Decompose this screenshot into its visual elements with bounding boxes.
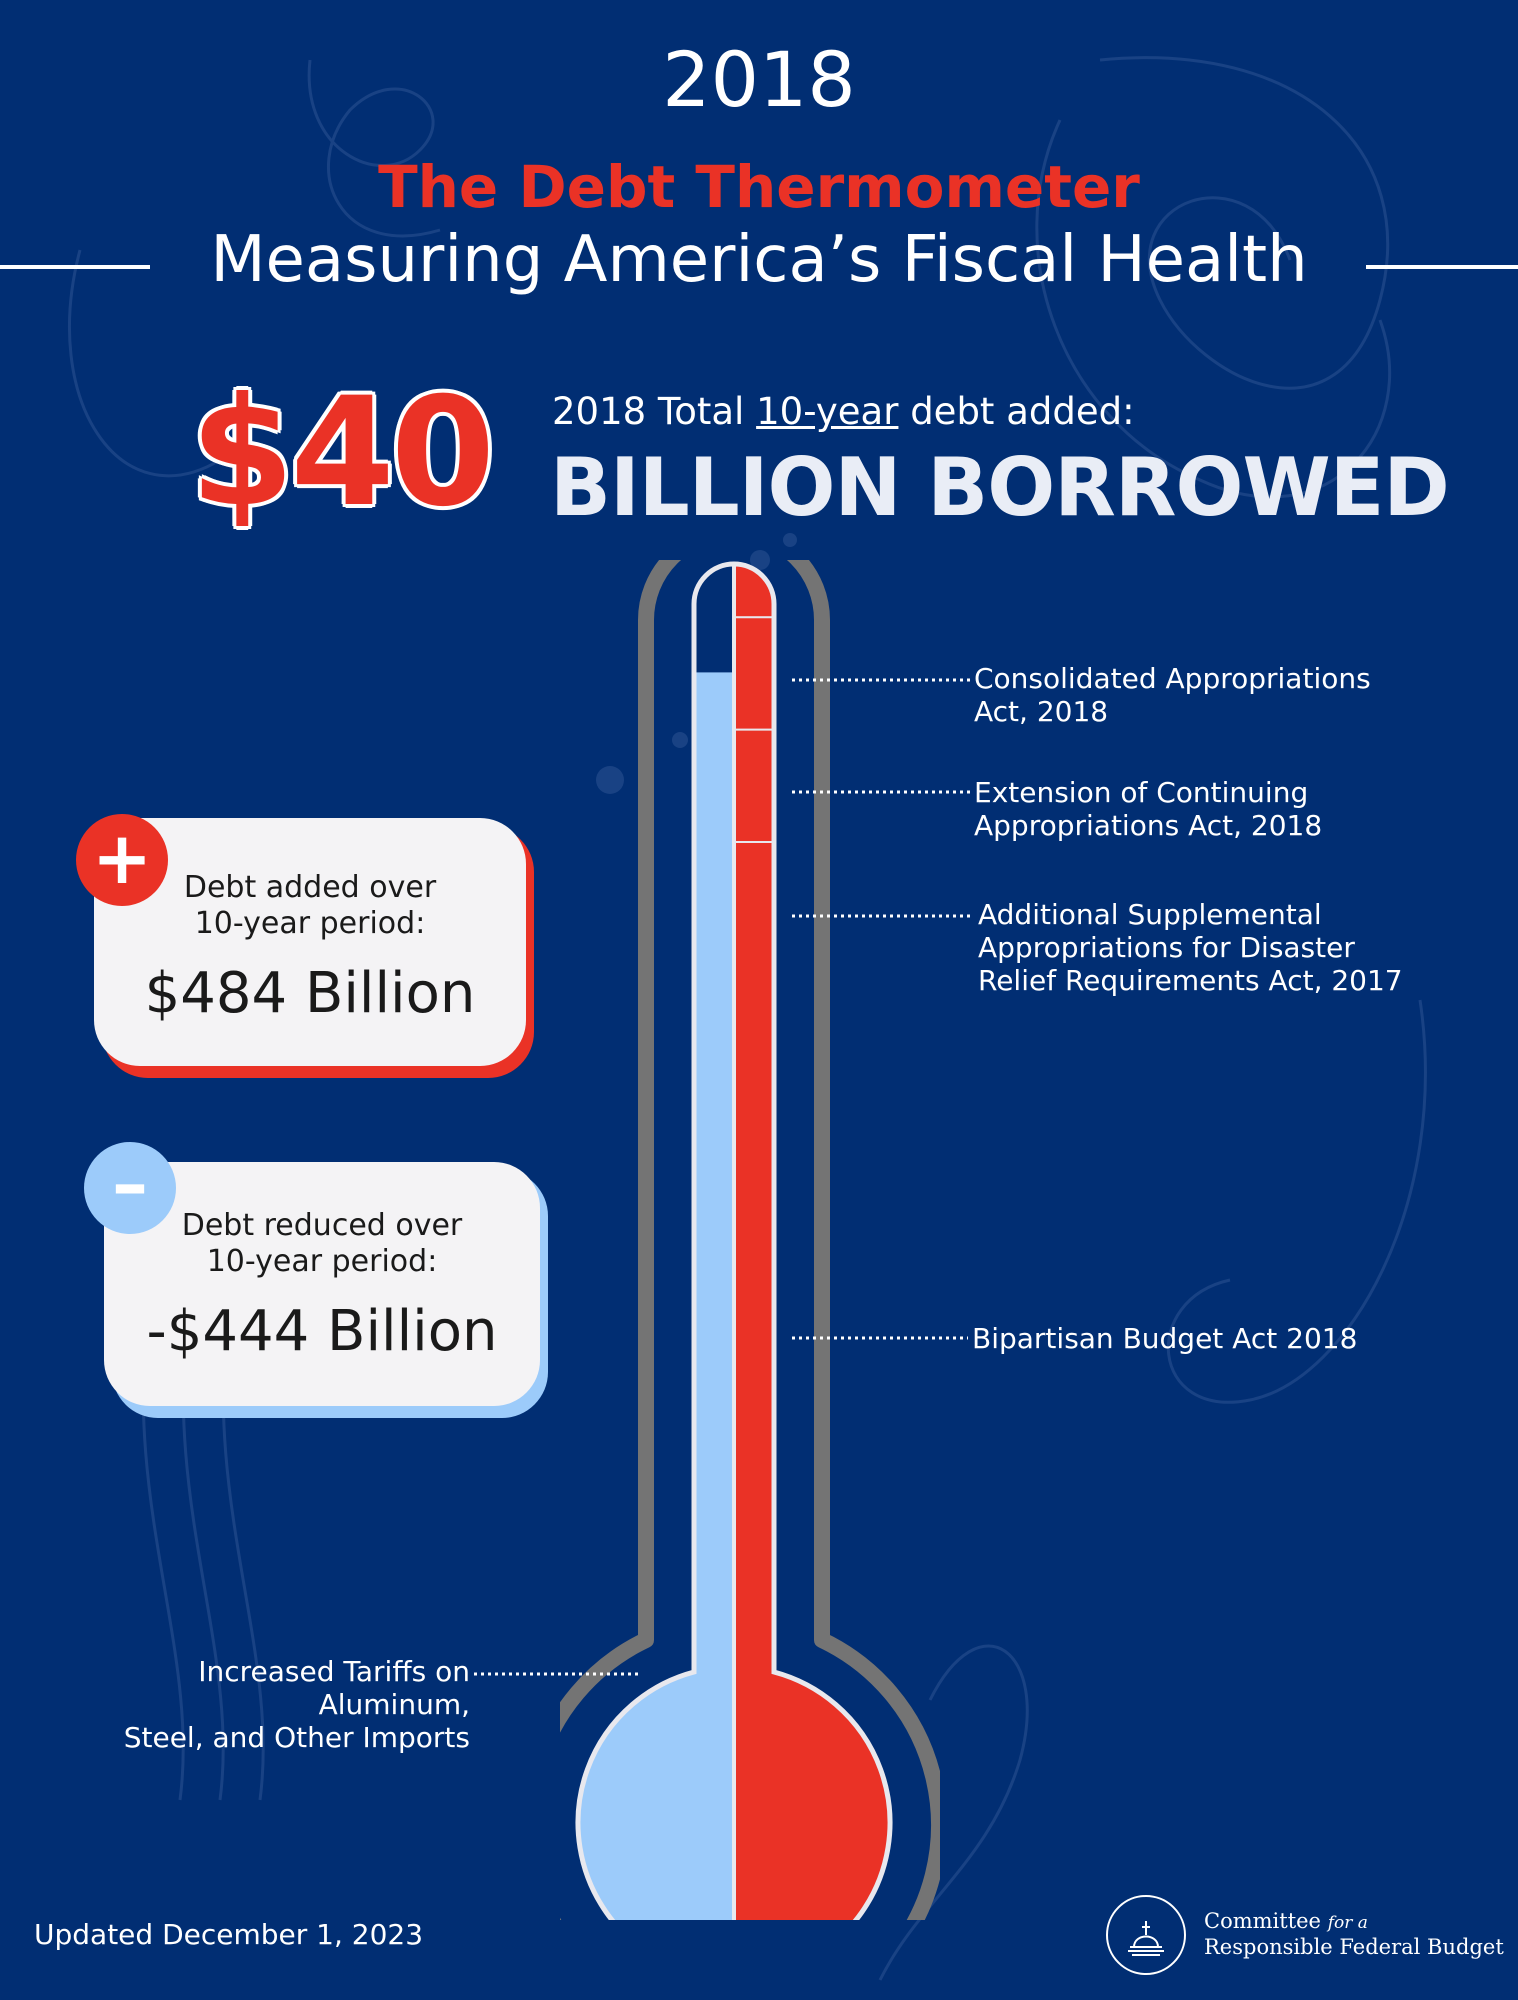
annotation-bipartisan: Bipartisan Budget Act 2018 [972, 1322, 1358, 1355]
org-line2: Responsible Federal Budget [1204, 1935, 1504, 1960]
subtitle: Measuring America’s Fiscal Health [210, 223, 1308, 297]
annotation-consolidated-line1: Consolidated Appropriations [974, 662, 1371, 695]
annotation-supplemental: Additional Supplemental Appropriations f… [978, 898, 1403, 997]
annotation-extension: Extension of Continuing Appropriations A… [974, 776, 1322, 842]
annotation-tariffs-line2: Steel, and Other Imports [123, 1721, 470, 1755]
reduced-card: Debt reduced over 10-year period: -$444 … [104, 1162, 540, 1406]
added-card-label-line2: 10-year period: [194, 906, 426, 941]
updated-date: Updated December 1, 2023 [34, 1918, 424, 1951]
reduced-card-label-line1: Debt reduced over [181, 1208, 463, 1243]
added-card-label-line1: Debt added over [183, 870, 437, 905]
annotation-supplemental-line2: Appropriations for Disaster [978, 931, 1355, 965]
thermometer-outline [560, 560, 940, 1920]
annotation-tariffs-line1: Increased Tariffs on Aluminum, [198, 1655, 470, 1722]
debt-thermometer [560, 560, 940, 1920]
annotation-extension-line1: Extension of Continuing [974, 776, 1309, 809]
annotation-tariffs: Increased Tariffs on Aluminum, Steel, an… [40, 1655, 470, 1754]
minus-icon: – [84, 1142, 176, 1234]
annotation-supplemental-line1: Additional Supplemental [978, 898, 1322, 931]
total-label-underlined: 10-year [756, 390, 899, 433]
annotation-extension-line2: Appropriations Act, 2018 [974, 809, 1323, 843]
plus-icon: + [76, 814, 168, 906]
reduced-card-value: -$444 Billion [146, 1299, 498, 1364]
net-debt-amount: $40 [190, 366, 495, 540]
capitol-dome-icon [1106, 1895, 1186, 1975]
billion-borrowed: BILLION BORROWED [550, 441, 1450, 534]
org-for-a: for a [1327, 1913, 1368, 1933]
total-label: 2018 Total 10-year debt added: [552, 393, 1135, 430]
title-rule-right [1366, 265, 1518, 269]
reduced-card-label-line2: 10-year period: [206, 1244, 438, 1279]
thermometer-inner-border [575, 561, 893, 1920]
added-card-value: $484 Billion [144, 961, 476, 1026]
total-label-pre: 2018 Total [552, 390, 757, 433]
annotation-consolidated-line2: Act, 2018 [974, 695, 1109, 729]
annotation-consolidated: Consolidated Appropriations Act, 2018 [974, 662, 1371, 728]
title-rule-left [0, 265, 150, 269]
total-label-post: debt added: [898, 390, 1135, 433]
year-heading: 2018 [662, 35, 856, 124]
org-line1: Committee [1204, 1909, 1321, 1933]
title: The Debt Thermometer [378, 153, 1140, 221]
annotation-supplemental-line3: Relief Requirements Act, 2017 [978, 964, 1403, 998]
plus-badge-glyph: + [91, 816, 153, 900]
minus-badge-glyph: – [112, 1142, 148, 1226]
org-logo-text: Committee for a Responsible Federal Budg… [1204, 1908, 1504, 1961]
